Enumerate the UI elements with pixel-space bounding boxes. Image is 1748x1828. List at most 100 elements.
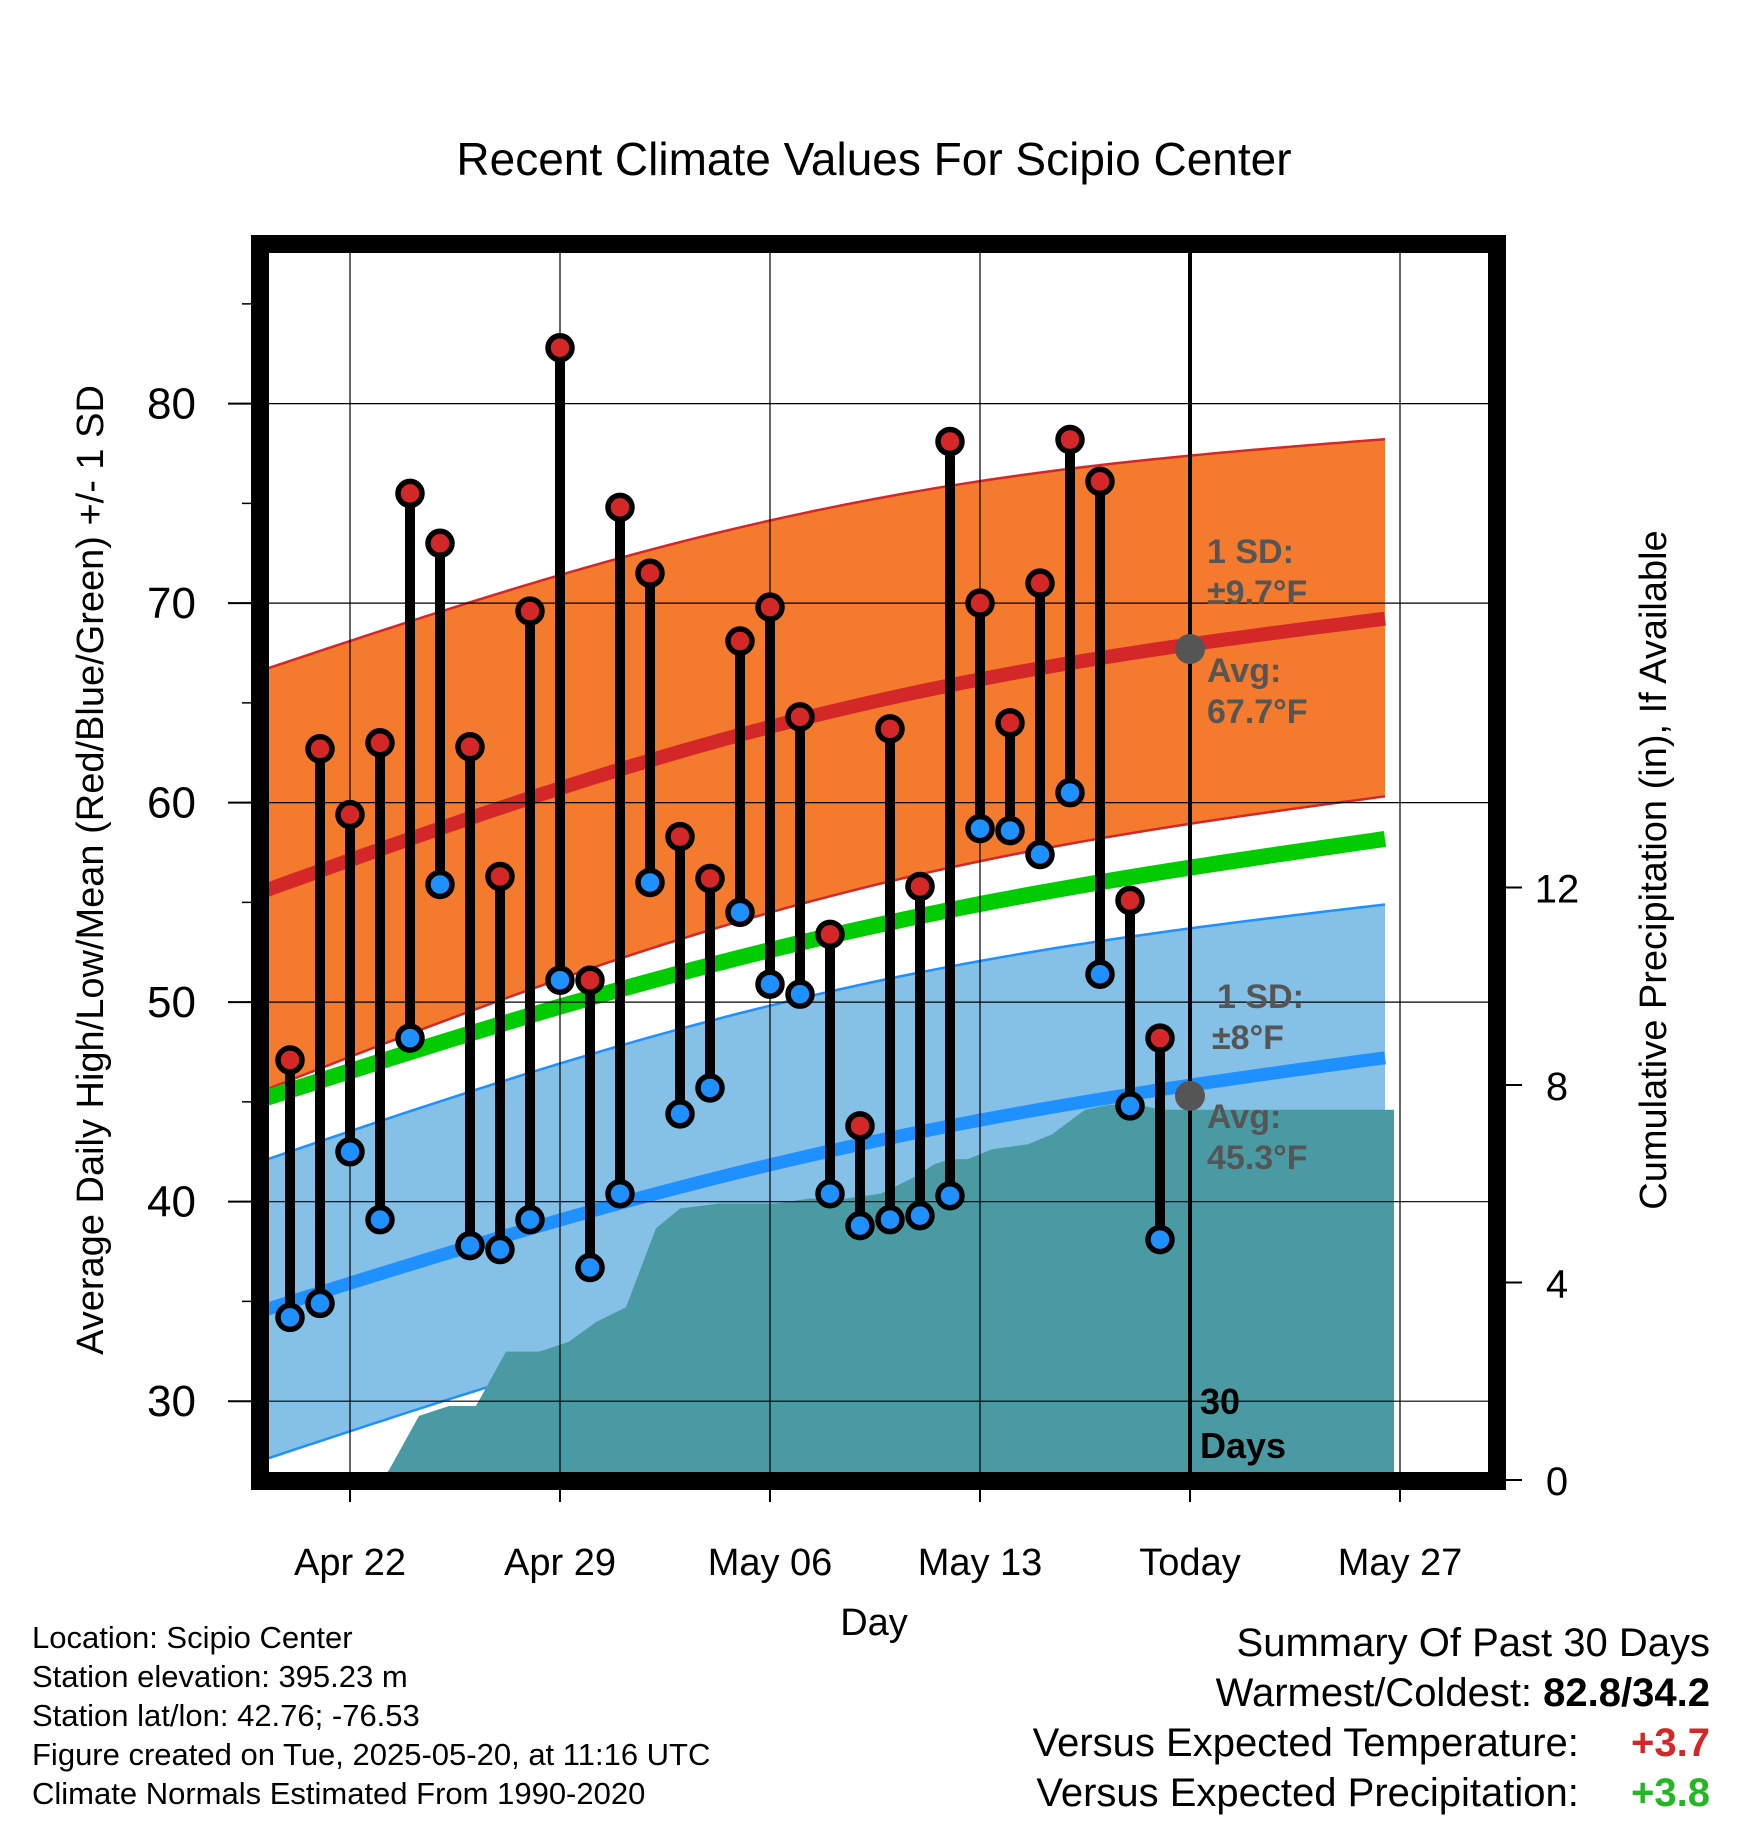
- daily-low-marker: [845, 1210, 875, 1241]
- high-sd-value: ±9.7°F: [1207, 574, 1307, 612]
- daily-high-marker: [965, 588, 995, 618]
- daily-low-marker: [275, 1302, 305, 1333]
- daily-high-marker: [1055, 424, 1085, 455]
- created-text: Figure created on Tue, 2025-05-20, at 11…: [32, 1737, 711, 1772]
- summary-heading: Summary Of Past 30 Days: [1236, 1621, 1710, 1665]
- daily-high-marker: [785, 702, 815, 732]
- plot-frame: [251, 235, 1506, 1490]
- daily-low-marker: [1115, 1091, 1145, 1121]
- daily-high-marker: [875, 714, 905, 744]
- daily-low-marker: [695, 1073, 725, 1103]
- daily-low-marker: [1025, 839, 1055, 870]
- daily-low-marker: [785, 979, 815, 1009]
- daily-low-marker: [455, 1230, 485, 1261]
- temp-departure-row: Versus Expected Temperature: +3.7: [1033, 1718, 1710, 1768]
- x-axis-label: Day: [840, 1602, 908, 1644]
- daily-low-marker: [665, 1099, 695, 1129]
- y-tick-label: 60: [147, 779, 196, 828]
- daily-low-marker: [815, 1178, 845, 1209]
- daily-high-marker: [755, 592, 785, 622]
- today-avg-low-marker: [1175, 1080, 1205, 1111]
- precip-departure-row: Versus Expected Precipitation: +3.8: [1033, 1768, 1710, 1818]
- daily-low-marker: [575, 1252, 605, 1283]
- low-avg-value: 45.3°F: [1207, 1139, 1308, 1177]
- daily-low-marker: [1145, 1224, 1175, 1255]
- y-axis-label: Average Daily High/Low/Mean (Red/Blue/Gr…: [70, 385, 112, 1355]
- daily-high-marker: [935, 426, 965, 457]
- daily-high-marker: [1085, 466, 1115, 497]
- daily-low-marker: [485, 1234, 515, 1265]
- daily-high-marker: [575, 965, 605, 995]
- daily-high-marker: [815, 919, 845, 950]
- normals-text: Climate Normals Estimated From 1990-2020: [32, 1776, 646, 1811]
- warmest-coldest-value: 82.8/34.2: [1543, 1671, 1710, 1715]
- elevation-text: Station elevation: 395.23 m: [32, 1659, 408, 1694]
- x-tick-label: May 27: [1338, 1542, 1463, 1584]
- daily-low-marker: [545, 965, 575, 995]
- daily-low-marker: [515, 1204, 545, 1235]
- low-sd-value: ±8°F: [1212, 1019, 1284, 1057]
- daily-high-marker: [425, 528, 455, 559]
- daily-low-marker: [305, 1288, 335, 1319]
- daily-high-marker: [515, 596, 545, 626]
- daily-low-marker: [335, 1137, 365, 1167]
- daily-low-marker: [755, 969, 785, 999]
- high-sd-lower-line: [260, 795, 1386, 1094]
- x-tick-label: Today: [1139, 1542, 1240, 1584]
- today-avg-high-marker: [1175, 634, 1205, 665]
- x-tick-label: May 13: [918, 1542, 1043, 1584]
- high-avg-value: 67.7°F: [1207, 693, 1308, 731]
- y-tick-label: 30: [147, 1377, 196, 1426]
- daily-low-marker: [635, 867, 665, 898]
- daily-low-marker: [875, 1204, 905, 1235]
- daily-low-marker: [905, 1200, 935, 1231]
- warmest-coldest-label: Warmest/Coldest:: [1215, 1671, 1533, 1715]
- latlon-text: Station lat/lon: 42.76; -76.53: [32, 1698, 420, 1733]
- precip-departure-label: Versus Expected Precipitation:: [1036, 1771, 1579, 1815]
- daily-high-marker: [605, 492, 635, 523]
- daily-high-marker: [1145, 1023, 1175, 1053]
- temp-departure-value: +3.7: [1631, 1721, 1710, 1765]
- daily-high-marker: [695, 863, 725, 894]
- temp-departure-label: Versus Expected Temperature:: [1032, 1721, 1579, 1765]
- daily-high-marker: [845, 1111, 875, 1141]
- x-tick-label: May 06: [708, 1542, 833, 1584]
- warmest-coldest-row: Warmest/Coldest: 82.8/34.2: [1033, 1668, 1710, 1718]
- daily-low-marker: [425, 869, 455, 900]
- y2-tick-label: 0: [1546, 1460, 1568, 1504]
- daily-high-marker: [305, 734, 335, 764]
- x-tick-label: Apr 29: [504, 1542, 616, 1584]
- daily-high-marker: [485, 861, 515, 892]
- daily-low-marker: [1055, 777, 1085, 808]
- precip-departure-value: +3.8: [1631, 1771, 1710, 1815]
- days-count-label: 30: [1200, 1381, 1240, 1422]
- daily-low-marker: [1085, 959, 1115, 989]
- daily-low-marker: [365, 1204, 395, 1235]
- y2-axis-label: Cumulative Precipitation (in), If Availa…: [1633, 530, 1675, 1209]
- x-tick-label: Apr 22: [294, 1542, 406, 1584]
- daily-high-marker: [395, 478, 425, 509]
- low-sd-upper-line: [260, 903, 1386, 1163]
- high-sd-label: 1 SD:: [1207, 533, 1294, 571]
- y-tick-label: 50: [147, 978, 196, 1027]
- high-avg-label: Avg:: [1207, 652, 1281, 690]
- daily-high-marker: [1115, 885, 1145, 916]
- daily-low-marker: [935, 1180, 965, 1211]
- daily-high-marker: [365, 728, 395, 758]
- daily-low-marker: [965, 813, 995, 844]
- daily-high-marker: [635, 558, 665, 588]
- y2-tick-label: 4: [1546, 1263, 1568, 1307]
- chart-title: Recent Climate Values For Scipio Center: [456, 133, 1291, 185]
- daily-high-marker: [335, 799, 365, 830]
- daily-high-marker: [665, 821, 695, 852]
- y-tick-label: 80: [147, 380, 196, 429]
- station-info: Location: Scipio Center Station elevatio…: [32, 1618, 710, 1813]
- low-sd-label: 1 SD:: [1217, 978, 1304, 1016]
- high-sd-upper-line: [260, 437, 1386, 673]
- y-tick-label: 40: [147, 1178, 196, 1227]
- precipitation-area: [371, 1104, 1394, 1480]
- low-avg-label: Avg:: [1207, 1098, 1281, 1136]
- summary-panel: Summary Of Past 30 Days Warmest/Coldest:…: [1033, 1618, 1710, 1818]
